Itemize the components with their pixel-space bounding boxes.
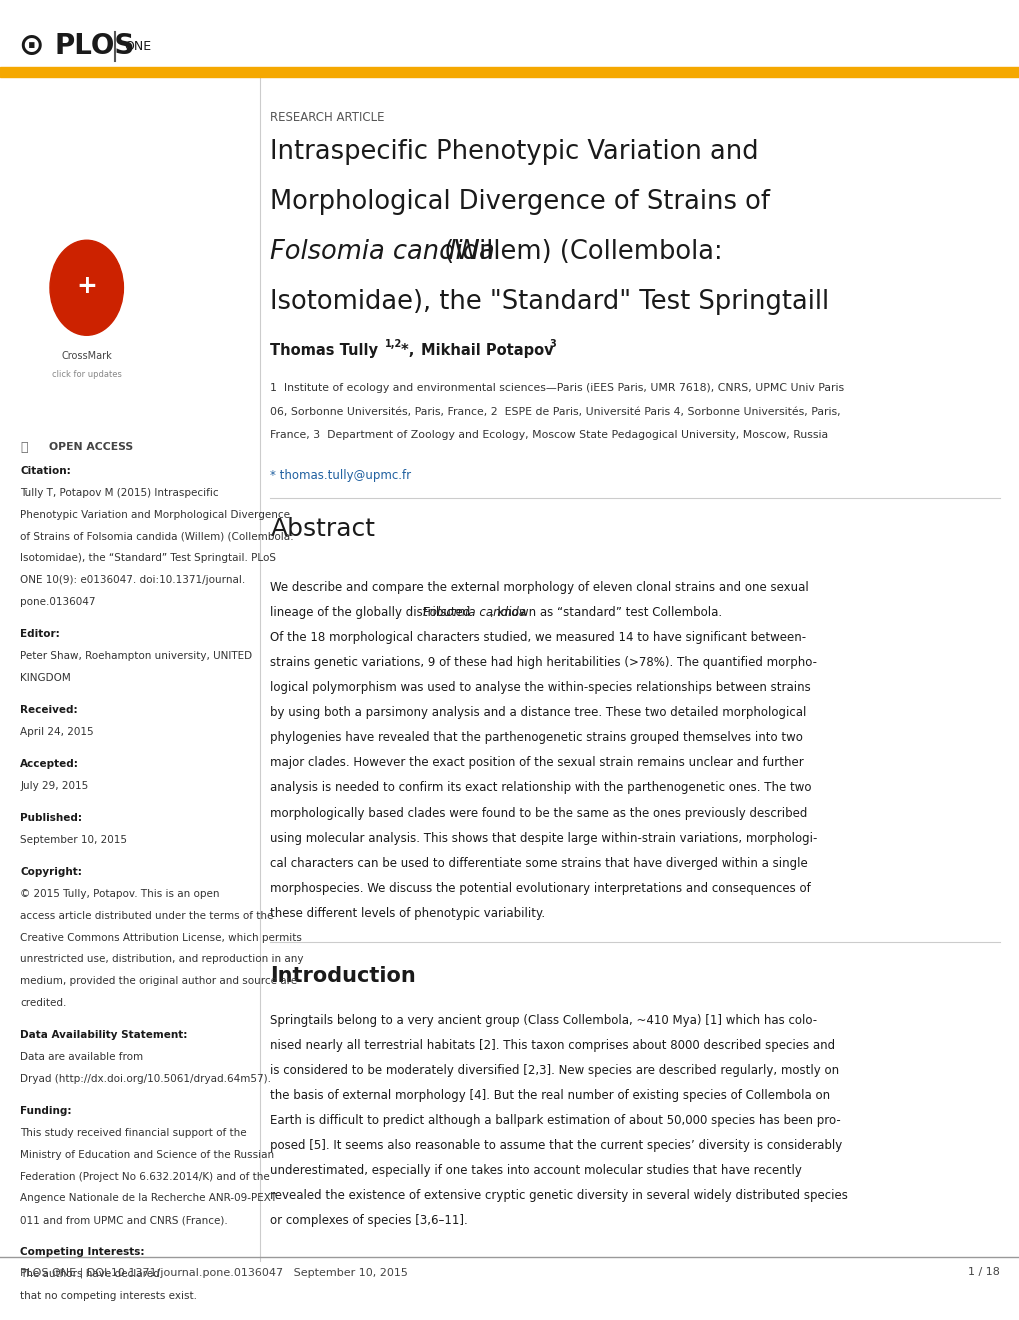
Text: ⊙: ⊙ [18, 32, 44, 61]
Text: underestimated, especially if one takes into account molecular studies that have: underestimated, especially if one takes … [270, 1164, 801, 1177]
Text: Isotomidae), the “Standard” Test Springtail. PLoS: Isotomidae), the “Standard” Test Springt… [20, 553, 276, 564]
Text: nised nearly all terrestrial habitats [2]. This taxon comprises about 8000 descr: nised nearly all terrestrial habitats [2… [270, 1039, 835, 1052]
Text: 1,2: 1,2 [384, 339, 401, 350]
Text: ONE: ONE [124, 40, 152, 53]
Text: Phenotypic Variation and Morphological Divergence: Phenotypic Variation and Morphological D… [20, 510, 290, 520]
Text: July 29, 2015: July 29, 2015 [20, 781, 89, 791]
Text: 🔒: 🔒 [20, 441, 28, 454]
Text: Published:: Published: [20, 813, 83, 824]
Text: We describe and compare the external morphology of eleven clonal strains and one: We describe and compare the external mor… [270, 581, 808, 594]
Text: PLOS ONE | DOI:10.1371/journal.pone.0136047   September 10, 2015: PLOS ONE | DOI:10.1371/journal.pone.0136… [20, 1267, 408, 1278]
Text: This study received financial support of the: This study received financial support of… [20, 1129, 247, 1138]
Text: that no competing interests exist.: that no competing interests exist. [20, 1291, 198, 1302]
Text: analysis is needed to confirm its exact relationship with the parthenogenetic on: analysis is needed to confirm its exact … [270, 781, 811, 795]
Text: Peter Shaw, Roehampton university, UNITED: Peter Shaw, Roehampton university, UNITE… [20, 651, 253, 661]
Text: credited.: credited. [20, 998, 66, 1008]
Text: 1  Institute of ecology and environmental sciences—Paris (iEES Paris, UMR 7618),: 1 Institute of ecology and environmental… [270, 383, 844, 393]
Text: , known as “standard” test Collembola.: , known as “standard” test Collembola. [490, 606, 721, 619]
Text: 1 / 18: 1 / 18 [967, 1267, 999, 1278]
Text: Citation:: Citation: [20, 466, 71, 477]
Text: Editor:: Editor: [20, 630, 60, 639]
Text: Earth is difficult to predict although a ballpark estimation of about 50,000 spe: Earth is difficult to predict although a… [270, 1114, 841, 1127]
Text: Morphological Divergence of Strains of: Morphological Divergence of Strains of [270, 189, 769, 215]
Text: OPEN ACCESS: OPEN ACCESS [49, 442, 132, 453]
Text: Angence Nationale de la Recherche ANR-09-PEXT-: Angence Nationale de la Recherche ANR-09… [20, 1193, 280, 1204]
Text: Copyright:: Copyright: [20, 867, 83, 878]
Text: logical polymorphism was used to analyse the within-species relationships betwee: logical polymorphism was used to analyse… [270, 681, 810, 694]
Text: Isotomidae), the "Standard" Test Springtaill: Isotomidae), the "Standard" Test Springt… [270, 289, 828, 315]
Text: the basis of external morphology [4]. But the real number of existing species of: the basis of external morphology [4]. Bu… [270, 1089, 829, 1102]
Text: Mikhail Potapov: Mikhail Potapov [421, 343, 553, 358]
Text: is considered to be moderately diversified [2,3]. New species are described regu: is considered to be moderately diversifi… [270, 1064, 839, 1077]
Text: by using both a parsimony analysis and a distance tree. These two detailed morph: by using both a parsimony analysis and a… [270, 706, 806, 719]
Text: 06, Sorbonne Universités, Paris, France, 2  ESPE de Paris, Université Paris 4, S: 06, Sorbonne Universités, Paris, France,… [270, 407, 840, 417]
Text: posed [5]. It seems also reasonable to assume that the current species’ diversit: posed [5]. It seems also reasonable to a… [270, 1139, 842, 1152]
Text: Thomas Tully: Thomas Tully [270, 343, 378, 358]
Text: © 2015 Tully, Potapov. This is an open: © 2015 Tully, Potapov. This is an open [20, 890, 220, 899]
Text: revealed the existence of extensive cryptic genetic diversity in several widely : revealed the existence of extensive cryp… [270, 1189, 848, 1203]
Text: Intraspecific Phenotypic Variation and: Intraspecific Phenotypic Variation and [270, 139, 758, 165]
Text: click for updates: click for updates [52, 370, 121, 379]
Text: (Willem) (Collembola:: (Willem) (Collembola: [435, 239, 721, 265]
Text: +: + [76, 275, 97, 298]
Text: Abstract: Abstract [270, 517, 375, 541]
Text: Dryad (http://dx.doi.org/10.5061/dryad.64m57).: Dryad (http://dx.doi.org/10.5061/dryad.6… [20, 1074, 271, 1084]
Text: Funding:: Funding: [20, 1106, 71, 1117]
Text: The authors have declared: The authors have declared [20, 1270, 160, 1279]
Text: morphospecies. We discuss the potential evolutionary interpretations and consequ: morphospecies. We discuss the potential … [270, 882, 810, 895]
Bar [0, 67, 1019, 77]
Text: Data are available from: Data are available from [20, 1052, 144, 1063]
Text: September 10, 2015: September 10, 2015 [20, 836, 127, 845]
Text: pone.0136047: pone.0136047 [20, 597, 96, 607]
Text: Federation (Project No 6.632.2014/K) and of the: Federation (Project No 6.632.2014/K) and… [20, 1172, 270, 1181]
Text: 3: 3 [549, 339, 556, 350]
Text: Folsomia candida: Folsomia candida [422, 606, 526, 619]
Text: or complexes of species [3,6–11].: or complexes of species [3,6–11]. [270, 1214, 468, 1228]
Text: France, 3  Department of Zoology and Ecology, Moscow State Pedagogical Universit: France, 3 Department of Zoology and Ecol… [270, 430, 827, 441]
Circle shape [50, 240, 123, 335]
Text: Introduction: Introduction [270, 966, 416, 986]
Text: phylogenies have revealed that the parthenogenetic strains grouped themselves in: phylogenies have revealed that the parth… [270, 731, 802, 744]
Text: these different levels of phenotypic variability.: these different levels of phenotypic var… [270, 907, 545, 920]
Text: Folsomia candida: Folsomia candida [270, 239, 494, 265]
Text: access article distributed under the terms of the: access article distributed under the ter… [20, 911, 273, 921]
Text: April 24, 2015: April 24, 2015 [20, 726, 94, 737]
Text: KINGDOM: KINGDOM [20, 673, 71, 682]
Text: Data Availability Statement:: Data Availability Statement: [20, 1031, 187, 1040]
Text: PLOS: PLOS [54, 32, 135, 61]
Text: Tully T, Potapov M (2015) Intraspecific: Tully T, Potapov M (2015) Intraspecific [20, 487, 219, 498]
Text: of Strains of Folsomia candida (Willem) (Collembola:: of Strains of Folsomia candida (Willem) … [20, 531, 293, 541]
Text: major clades. However the exact position of the sexual strain remains unclear an: major clades. However the exact position… [270, 756, 803, 770]
Text: strains genetic variations, 9 of these had high heritabilities (>78%). The quant: strains genetic variations, 9 of these h… [270, 656, 816, 669]
Text: Received:: Received: [20, 705, 77, 715]
Text: using molecular analysis. This shows that despite large within-strain variations: using molecular analysis. This shows tha… [270, 832, 817, 845]
Text: Springtails belong to a very ancient group (Class Collembola, ~410 Mya) [1] whic: Springtails belong to a very ancient gro… [270, 1014, 816, 1027]
Text: cal characters can be used to differentiate some strains that have diverged with: cal characters can be used to differenti… [270, 857, 807, 870]
Text: Accepted:: Accepted: [20, 759, 79, 770]
Text: * thomas.tully@upmc.fr: * thomas.tully@upmc.fr [270, 469, 411, 482]
Text: Creative Commons Attribution License, which permits: Creative Commons Attribution License, wh… [20, 933, 302, 942]
Text: Of the 18 morphological characters studied, we measured 14 to have significant b: Of the 18 morphological characters studi… [270, 631, 806, 644]
Text: Ministry of Education and Science of the Russian: Ministry of Education and Science of the… [20, 1150, 274, 1160]
Text: 011 and from UPMC and CNRS (France).: 011 and from UPMC and CNRS (France). [20, 1216, 228, 1225]
Text: unrestricted use, distribution, and reproduction in any: unrestricted use, distribution, and repr… [20, 954, 304, 965]
Text: *,: *, [400, 343, 419, 358]
Text: morphologically based clades were found to be the same as the ones previously de: morphologically based clades were found … [270, 807, 807, 820]
Text: Competing Interests:: Competing Interests: [20, 1247, 145, 1258]
Text: RESEARCH ARTICLE: RESEARCH ARTICLE [270, 111, 384, 124]
Text: CrossMark: CrossMark [61, 351, 112, 362]
Text: ONE 10(9): e0136047. doi:10.1371/journal.: ONE 10(9): e0136047. doi:10.1371/journal… [20, 576, 246, 585]
Text: lineage of the globally distributed: lineage of the globally distributed [270, 606, 474, 619]
Text: medium, provided the original author and source are: medium, provided the original author and… [20, 977, 298, 986]
